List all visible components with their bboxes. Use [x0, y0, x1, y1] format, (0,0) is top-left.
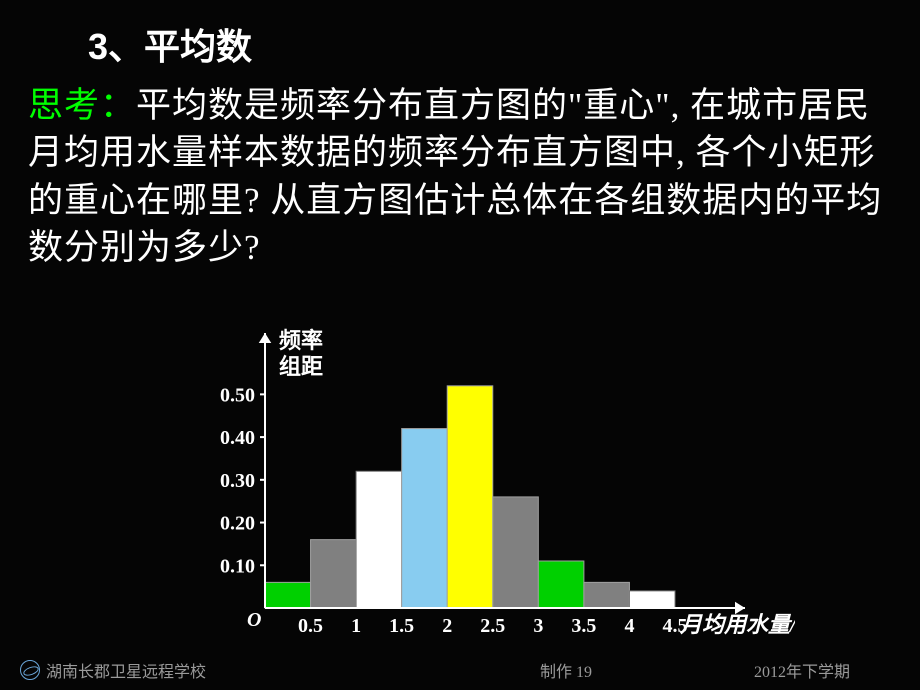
histogram-bar	[538, 561, 584, 608]
histogram-bar	[402, 429, 448, 608]
origin-label: O	[247, 609, 261, 631]
histogram-bar	[493, 497, 539, 608]
histogram-bar	[265, 582, 311, 608]
footer-right: 2012年下学期	[754, 658, 850, 682]
footer-bar: 湖南长郡卫星远程学校 制作 19 2012年下学期	[0, 658, 920, 682]
histogram-bar	[356, 471, 402, 608]
x-tick-label: 3.5	[571, 615, 596, 637]
y-tick-label: 0.50	[220, 384, 255, 406]
footer-center: 制作 19	[540, 658, 592, 682]
y-tick-label: 0.10	[220, 555, 255, 577]
school-logo-icon	[20, 660, 40, 680]
main-paragraph: 思考：平均数是频率分布直方图的"重心", 在城市居民月均用水量样本数据的频率分布…	[28, 82, 892, 271]
histogram-bar	[447, 386, 493, 608]
paragraph-text: 平均数是频率分布直方图的"重心", 在城市居民月均用水量样本数据的频率分布直方图…	[28, 86, 882, 267]
y-tick-label: 0.20	[220, 513, 255, 535]
x-axis-label: 月均用水量/t	[679, 612, 795, 637]
histogram-bar	[584, 582, 630, 608]
x-tick-label: 2.5	[480, 615, 505, 637]
y-axis-label-line2: 组距	[279, 354, 323, 379]
school-name: 湖南长郡卫星远程学校	[46, 658, 206, 682]
histogram-chart: 0.100.200.300.400.500.511.522.533.544.5O…	[175, 320, 795, 650]
x-tick-label: 3	[533, 615, 543, 637]
section-title: 3、平均数	[88, 18, 892, 70]
y-axis-label-line1: 频率	[279, 328, 323, 353]
chart-svg: 0.100.200.300.400.500.511.522.533.544.5O…	[175, 320, 795, 650]
y-tick-label: 0.30	[220, 470, 255, 492]
x-tick-label: 0.5	[298, 615, 323, 637]
x-tick-label: 4	[624, 615, 634, 637]
y-axis-arrow-icon	[259, 333, 272, 343]
y-tick-label: 0.40	[220, 427, 255, 449]
histogram-bar	[629, 591, 675, 608]
x-tick-label: 2	[442, 615, 452, 637]
x-tick-label: 1.5	[389, 615, 414, 637]
slide-content: 3、平均数 思考：平均数是频率分布直方图的"重心", 在城市居民月均用水量样本数…	[0, 0, 920, 271]
histogram-bar	[311, 540, 357, 608]
x-tick-label: 1	[351, 615, 361, 637]
thinking-label: 思考：	[28, 86, 136, 125]
footer-left: 湖南长郡卫星远程学校	[20, 658, 206, 682]
